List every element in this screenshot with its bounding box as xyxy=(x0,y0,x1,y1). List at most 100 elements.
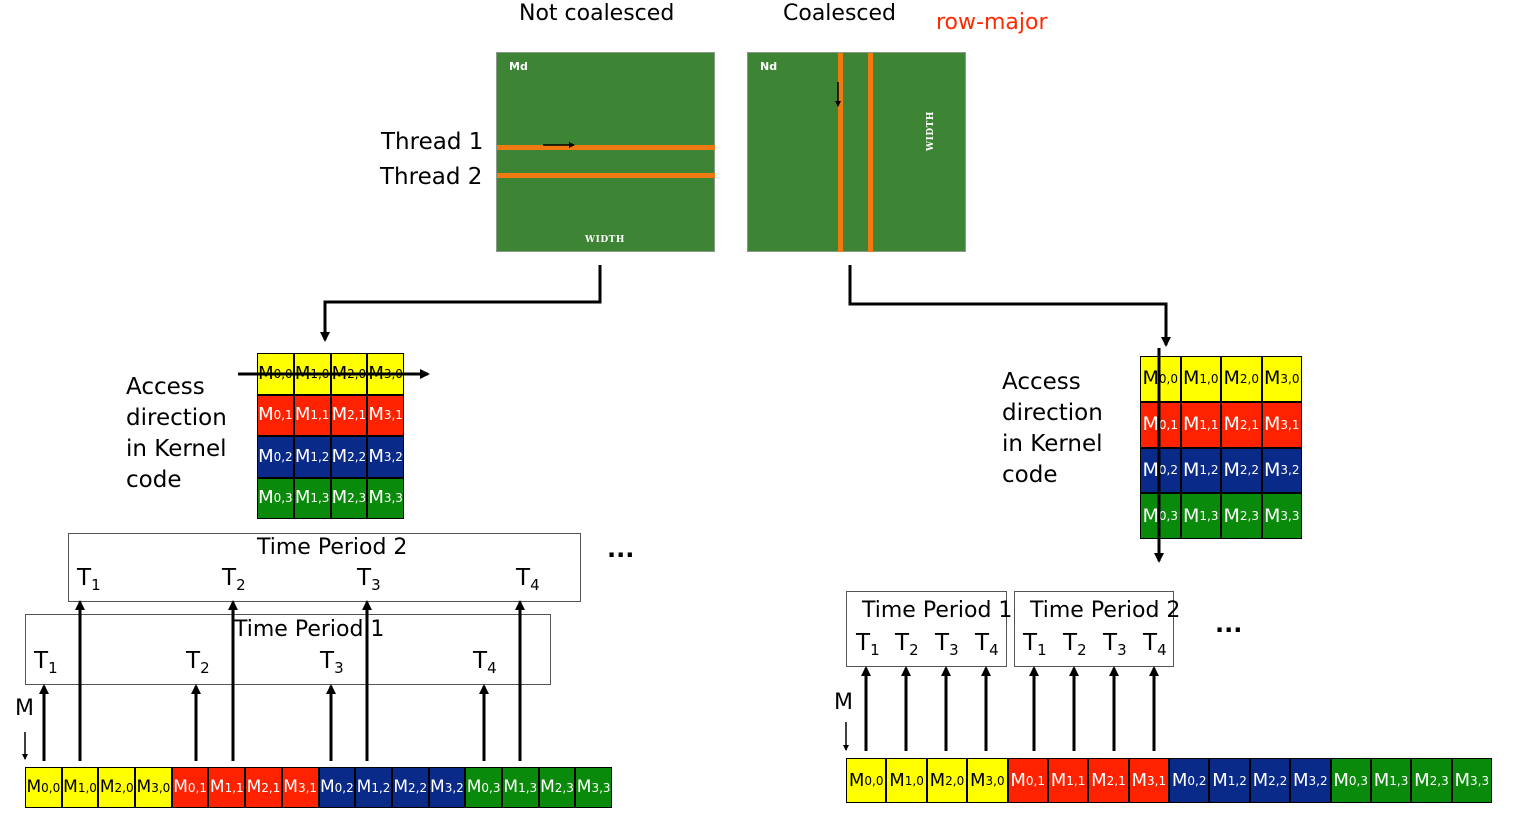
matrix-cell: M 2,2 xyxy=(1249,758,1291,803)
code-word: code xyxy=(126,467,182,493)
matrix-cell: M 3,3 xyxy=(1451,758,1492,803)
matrix-cell: M 2,3 xyxy=(330,477,368,519)
left-period1-arrows xyxy=(39,684,489,761)
matrix-cell: M 2,0 xyxy=(330,353,368,395)
in-kernel-word: in Kernel xyxy=(1002,431,1103,457)
matrix-cell: M 1,0 xyxy=(1180,356,1221,402)
matrix-cell: M 0,2 xyxy=(1140,447,1181,494)
memory-label-left: M xyxy=(15,696,34,721)
r1-thread-label: T3 xyxy=(935,630,959,659)
r1-thread-label: T4 xyxy=(975,630,999,659)
time-period-1-box-right xyxy=(846,591,1007,667)
matrix-cell: M 1,0 xyxy=(886,758,927,803)
r1-thread-label: T1 xyxy=(856,630,880,659)
matrix-cell: M 1,2 xyxy=(1180,447,1221,494)
matrix-cell: M 3,1 xyxy=(1128,758,1169,803)
memory-label-right: M xyxy=(834,690,853,715)
thread-2-label: Thread 2 xyxy=(380,164,483,190)
matrix-cell: M 3,1 xyxy=(1261,401,1302,448)
matrix-cell: M 2,1 xyxy=(330,394,368,436)
matrix-grid-left: M 0,0 M 1,0 M 2,0 M 3,0 M 0,1 M 1,1 M 2,1 M 3,1 M 0,2 M 1,2… xyxy=(257,353,404,519)
tp1-thread-label: T1 xyxy=(34,648,58,677)
matrix-cell: M 0,3 xyxy=(257,477,294,519)
matrix-cell: M 0,0 xyxy=(257,353,294,395)
direction-word: direction xyxy=(126,405,227,431)
matrix-cell: M 2,3 xyxy=(538,767,576,808)
header-not-coalesced: Not coalesced xyxy=(519,1,675,26)
matrix-cell: M 1,1 xyxy=(1047,758,1089,803)
matrix-cell: M 0,2 xyxy=(257,436,294,478)
thread-1-label: Thread 1 xyxy=(381,129,484,155)
matrix-cell: M 2,2 xyxy=(391,767,429,808)
in-kernel-word: in Kernel xyxy=(126,436,227,462)
tp2-thread-label: T1 xyxy=(77,565,101,594)
time-period-2-label-left: Time Period 2 xyxy=(257,535,408,560)
matrix-cell: M 1,3 xyxy=(501,767,539,808)
matrix-cell: M 0,3 xyxy=(1140,493,1181,539)
matrix-cell: M 2,0 xyxy=(926,758,968,803)
thread2-column-stripe xyxy=(868,53,873,252)
nd-label: Nd xyxy=(760,60,778,73)
matrix-grid-right: M 0,0 M 1,0 M 2,0 M 3,0 M 0,1 M 1,1 M 2,1 M 3,1 M 0,2 M 1,2… xyxy=(1140,356,1302,539)
matrix-cell: M 0,0 xyxy=(846,758,887,803)
matrix-cell: M 2,0 xyxy=(98,767,136,808)
matrix-cell: M 3,1 xyxy=(281,767,319,808)
matrix-cell: M 1,2 xyxy=(293,436,331,478)
matrix-cell: M 1,2 xyxy=(355,767,392,808)
matrix-cell: M 3,0 xyxy=(135,767,172,808)
matrix-cell: M 1,1 xyxy=(1180,401,1221,448)
matrix-cell: M 3,2 xyxy=(1261,447,1302,494)
matrix-cell: M 0,3 xyxy=(465,767,502,808)
matrix-cell: M 1,1 xyxy=(293,394,331,436)
r2-thread-label: T2 xyxy=(1063,630,1087,659)
matrix-cell: M 3,3 xyxy=(1261,493,1302,539)
matrix-cell: M 0,1 xyxy=(1140,401,1181,448)
access-word: Access xyxy=(126,374,205,400)
tp1-thread-label: T3 xyxy=(320,648,344,677)
access-direction-label-right: Access direction in Kernel code xyxy=(1002,367,1103,491)
md-matrix-panel: Md WIDTH xyxy=(496,52,715,252)
matrix-cell: M 3,0 xyxy=(1261,356,1302,402)
matrix-cell: M 1,3 xyxy=(1180,493,1221,539)
nd-matrix-panel: Nd WIDTH xyxy=(747,52,966,252)
matrix-cell: M 0,0 xyxy=(1140,356,1181,402)
r1-thread-label: T2 xyxy=(895,630,919,659)
tp2-thread-label: T2 xyxy=(222,565,246,594)
matrix-cell: M 0,2 xyxy=(1169,758,1210,803)
r2-thread-label: T3 xyxy=(1103,630,1127,659)
tp2-thread-label: T3 xyxy=(357,565,381,594)
time-period-1-box-left xyxy=(25,614,551,685)
right-arrows xyxy=(861,666,1159,751)
nd-width-label: WIDTH xyxy=(926,111,936,151)
header-coalesced: Coalesced xyxy=(783,1,897,26)
ellipsis-left: ... xyxy=(607,535,635,563)
access-direction-label-left: Access direction in Kernel code xyxy=(126,372,227,496)
time-period-2-label-right: Time Period 2 xyxy=(1030,598,1181,623)
thread1-column-stripe xyxy=(838,53,843,252)
tp1-thread-label: T2 xyxy=(186,648,210,677)
r2-thread-label: T4 xyxy=(1143,630,1167,659)
tp1-thread-label: T4 xyxy=(473,648,497,677)
time-period-2-box-right xyxy=(1014,591,1174,667)
matrix-cell: M 0,3 xyxy=(1330,758,1371,803)
matrix-cell: M 3,0 xyxy=(367,353,404,395)
matrix-cell: M 3,2 xyxy=(1290,758,1331,803)
matrix-cell: M 0,1 xyxy=(1007,758,1048,803)
matrix-cell: M 3,2 xyxy=(428,767,466,808)
ellipsis-right: ... xyxy=(1215,610,1243,638)
matrix-cell: M 2,1 xyxy=(1221,401,1262,448)
tp2-thread-label: T4 xyxy=(516,565,540,594)
matrix-cell: M 0,1 xyxy=(171,767,209,808)
code-word: code xyxy=(1002,462,1058,488)
connector-left xyxy=(320,265,602,342)
connector-right xyxy=(848,265,1171,347)
thread2-row-stripe xyxy=(497,173,715,178)
matrix-cell: M 2,0 xyxy=(1221,356,1262,402)
matrix-cell: M 1,3 xyxy=(293,477,331,519)
matrix-cell: M 2,2 xyxy=(330,436,368,478)
matrix-cell: M 3,1 xyxy=(367,394,404,436)
matrix-cell: M 1,1 xyxy=(208,767,246,808)
matrix-cell: M 2,1 xyxy=(245,767,282,808)
matrix-cell: M 2,1 xyxy=(1088,758,1129,803)
matrix-cell: M 2,3 xyxy=(1411,758,1452,803)
